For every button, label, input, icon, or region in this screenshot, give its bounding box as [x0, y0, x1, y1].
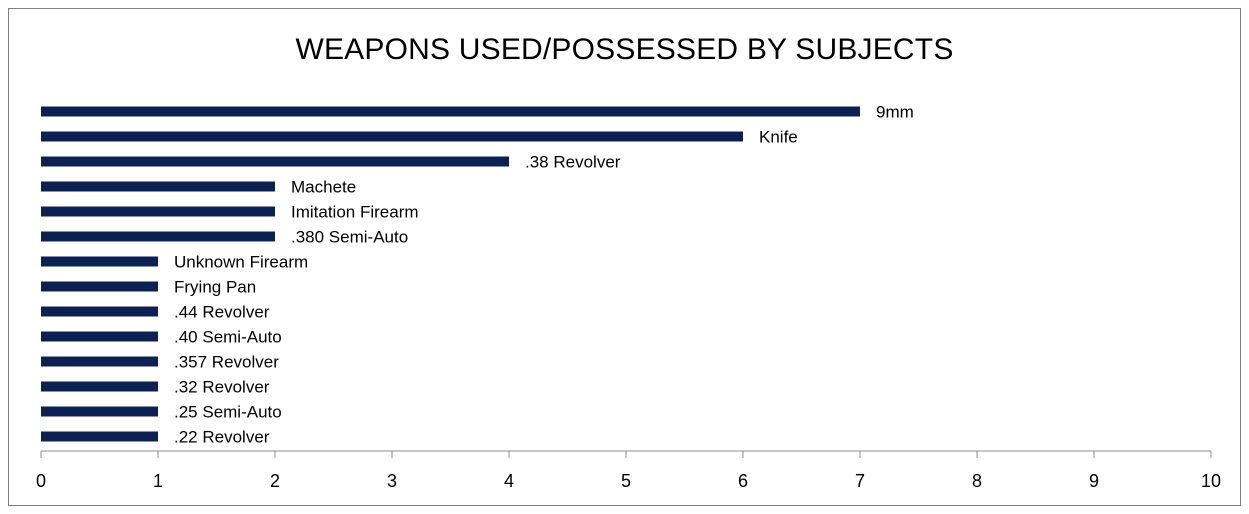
bar	[41, 156, 509, 167]
bar	[41, 131, 743, 142]
bar	[41, 181, 275, 192]
x-tick-label: 7	[855, 471, 865, 491]
chart-frame	[8, 8, 1241, 506]
bar-data-label: .40 Semi-Auto	[174, 328, 282, 347]
bar-data-label: .22 Revolver	[174, 428, 270, 447]
bar	[41, 356, 158, 367]
bar-data-label: .357 Revolver	[174, 353, 279, 372]
x-tick-label: 3	[387, 471, 397, 491]
bar	[41, 406, 158, 417]
x-tick-label: 8	[972, 471, 982, 491]
x-tick-label: 4	[504, 471, 514, 491]
x-tick-label: 1	[153, 471, 163, 491]
chart-title: WEAPONS USED/POSSESSED BY SUBJECTS	[295, 33, 954, 66]
x-axis-ticks-group: 0 1 2 3 4 5 6 7 8 9 10	[36, 451, 1221, 491]
bar	[41, 106, 860, 117]
bar-data-label: 9mm	[876, 103, 914, 122]
x-tick-label: 6	[738, 471, 748, 491]
x-tick-label: 10	[1201, 471, 1221, 491]
bar	[41, 281, 158, 292]
bar	[41, 381, 158, 392]
x-tick-label: 5	[621, 471, 631, 491]
bar-data-label: Knife	[759, 128, 798, 147]
x-tick-label: 0	[36, 471, 46, 491]
bar-data-label: .32 Revolver	[174, 378, 270, 397]
bar-data-label: .25 Semi-Auto	[174, 403, 282, 422]
bar	[41, 306, 158, 317]
bars-group	[41, 106, 860, 442]
bar-data-label: Imitation Firearm	[291, 203, 419, 222]
bar-data-label: .38 Revolver	[525, 153, 621, 172]
bar-data-label: .44 Revolver	[174, 303, 270, 322]
bar	[41, 256, 158, 267]
bar-data-label: Frying Pan	[174, 278, 256, 297]
x-tick-label: 9	[1089, 471, 1099, 491]
bar-data-label: Unknown Firearm	[174, 253, 308, 272]
bar-data-label: Machete	[291, 178, 356, 197]
x-tick-label: 2	[270, 471, 280, 491]
bar-labels-group: 9mm Knife .38 Revolver Machete Imitation Fir…	[174, 103, 914, 447]
bar	[41, 331, 158, 342]
bar-data-label: .380 Semi-Auto	[291, 228, 408, 247]
bar	[41, 431, 158, 442]
bar	[41, 231, 275, 242]
bar	[41, 206, 275, 217]
